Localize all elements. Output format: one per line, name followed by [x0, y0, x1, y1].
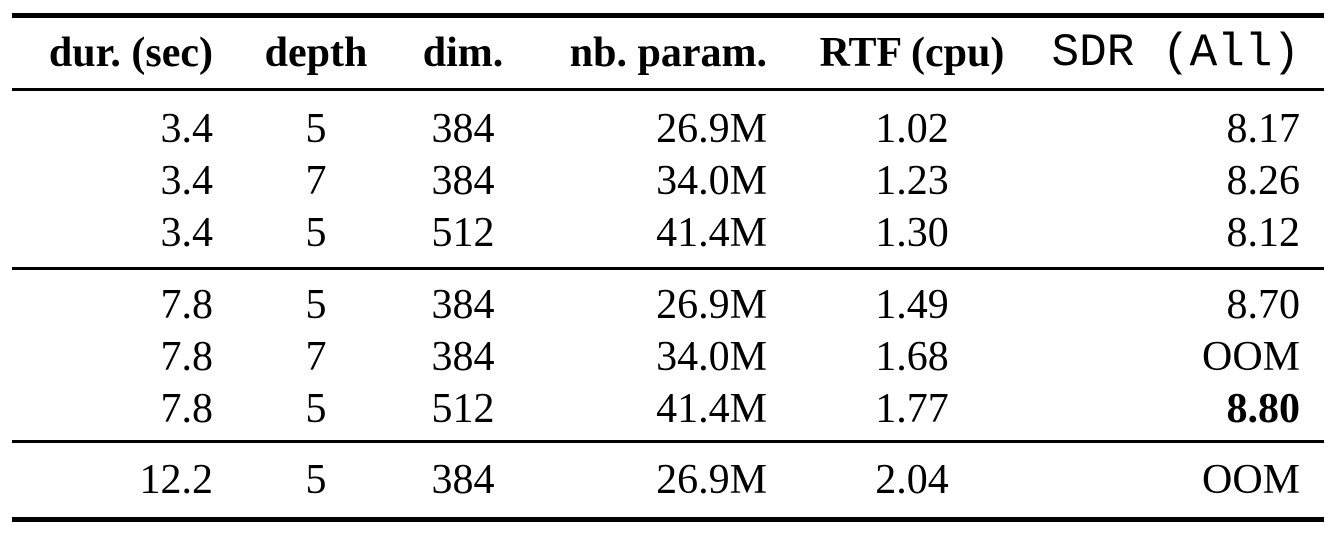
- cell-sdr: 8.17: [1226, 106, 1301, 152]
- cell-depth: 7: [305, 158, 327, 204]
- cell-dim: 384: [431, 158, 495, 204]
- column-header-nb-param: nb. param.: [569, 30, 767, 76]
- cell-nb-param: 41.4M: [656, 210, 767, 256]
- table-row: 12.2 5 384 26.9M 2.04 OOM: [12, 454, 1324, 506]
- cell-nb-param: 34.0M: [656, 334, 767, 380]
- cell-depth: 7: [305, 334, 327, 380]
- table-mid-rule-2: [12, 440, 1324, 443]
- cell-dim: 512: [431, 386, 495, 432]
- cell-dim: 384: [431, 457, 495, 503]
- table-row: 3.4 5 512 41.4M 1.30 8.12: [12, 207, 1324, 259]
- column-header-rtf-cpu: RTF (cpu): [819, 30, 1005, 76]
- cell-nb-param: 26.9M: [656, 457, 767, 503]
- row-group-3: 12.2 5 384 26.9M 2.04 OOM: [12, 443, 1324, 517]
- cell-dur: 7.8: [160, 334, 214, 380]
- table-mid-rule-1: [12, 267, 1324, 270]
- cell-rtf: 1.68: [875, 334, 949, 380]
- table-top-rule: [12, 13, 1324, 18]
- table-bottom-rule: [12, 517, 1324, 522]
- cell-dur: 3.4: [160, 106, 214, 152]
- column-header-sdr-all: SDR (All): [1051, 27, 1300, 79]
- cell-dur: 7.8: [160, 386, 214, 432]
- table-header-rule: [12, 88, 1324, 91]
- cell-sdr: OOM: [1201, 334, 1300, 380]
- cell-depth: 5: [305, 210, 327, 256]
- cell-dim: 384: [431, 334, 495, 380]
- cell-depth: 5: [305, 282, 327, 328]
- cell-rtf: 1.30: [875, 210, 949, 256]
- cell-dur: 3.4: [160, 158, 214, 204]
- cell-depth: 5: [305, 386, 327, 432]
- cell-rtf: 1.49: [875, 282, 949, 328]
- cell-rtf: 1.77: [875, 386, 949, 432]
- cell-nb-param: 41.4M: [656, 386, 767, 432]
- table-row: 7.8 5 512 41.4M 1.77 8.80: [12, 383, 1324, 435]
- row-group-1: 3.4 5 384 26.9M 1.02 8.17 3.4 7 384 34.0…: [12, 91, 1324, 267]
- cell-dim: 512: [431, 210, 495, 256]
- table-row: 3.4 7 384 34.0M 1.23 8.26: [12, 155, 1324, 207]
- cell-sdr: 8.26: [1226, 158, 1301, 204]
- cell-dur: 3.4: [160, 210, 214, 256]
- table-header-row: dur. (sec) depth dim. nb. param. RTF (cp…: [12, 18, 1324, 88]
- column-header-dur-sec: dur. (sec): [48, 30, 213, 76]
- column-header-depth: depth: [264, 30, 368, 76]
- cell-dim: 384: [431, 106, 495, 152]
- cell-depth: 5: [305, 457, 327, 503]
- column-header-dim: dim.: [422, 30, 504, 76]
- cell-sdr: 8.12: [1226, 210, 1301, 256]
- row-group-2: 7.8 5 384 26.9M 1.49 8.70 7.8 7 384 34.0…: [12, 270, 1324, 440]
- cell-nb-param: 26.9M: [656, 282, 767, 328]
- table-row: 7.8 5 384 26.9M 1.49 8.70: [12, 279, 1324, 331]
- cell-rtf: 1.23: [875, 158, 949, 204]
- cell-sdr: 8.70: [1226, 282, 1301, 328]
- cell-nb-param: 34.0M: [656, 158, 767, 204]
- cell-rtf: 2.04: [875, 457, 949, 503]
- cell-dur: 12.2: [139, 457, 214, 503]
- cell-sdr: OOM: [1201, 457, 1300, 503]
- cell-dim: 384: [431, 282, 495, 328]
- results-table: dur. (sec) depth dim. nb. param. RTF (cp…: [12, 13, 1324, 522]
- table-row: 7.8 7 384 34.0M 1.68 OOM: [12, 331, 1324, 383]
- cell-dur: 7.8: [160, 282, 214, 328]
- cell-nb-param: 26.9M: [656, 106, 767, 152]
- cell-sdr-best: 8.80: [1226, 386, 1301, 432]
- table-row: 3.4 5 384 26.9M 1.02 8.17: [12, 103, 1324, 155]
- cell-rtf: 1.02: [875, 106, 949, 152]
- cell-depth: 5: [305, 106, 327, 152]
